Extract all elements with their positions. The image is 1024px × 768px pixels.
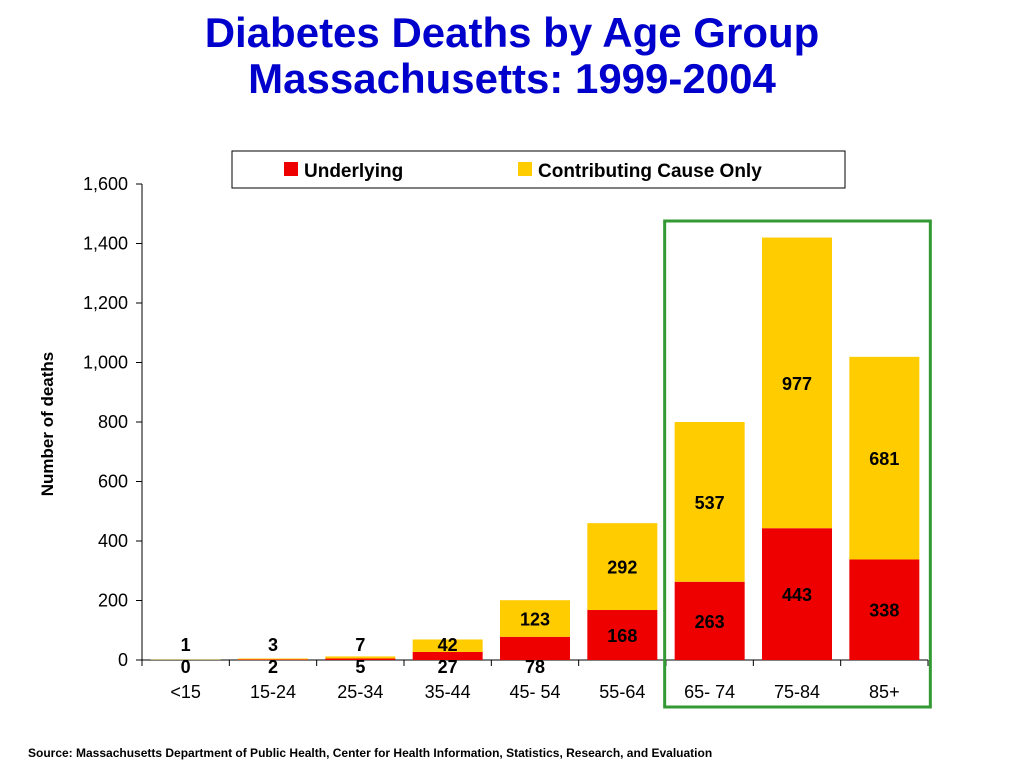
bar-contributing xyxy=(325,656,396,659)
bar-contributing xyxy=(500,600,570,637)
y-tick-label: 1,400 xyxy=(83,234,128,254)
y-tick-label: 600 xyxy=(98,472,128,492)
bar-underlying xyxy=(674,581,745,660)
data-label-underlying: 27 xyxy=(438,657,458,677)
legend-box xyxy=(231,150,846,189)
x-tick-label: 35-44 xyxy=(425,682,471,702)
chart-title: Diabetes Deaths by Age Group Massachuset… xyxy=(0,10,1024,102)
title-line-2: Massachusetts: 1999-2004 xyxy=(248,55,776,102)
y-tick-label: 800 xyxy=(98,412,128,432)
bar-contributing xyxy=(849,356,920,560)
legend-swatch-contributing xyxy=(518,162,532,176)
data-label-contributing: 292 xyxy=(607,558,637,578)
bar-contributing xyxy=(674,422,745,582)
x-tick-label: 15-24 xyxy=(250,682,296,702)
y-tick-label: 1,200 xyxy=(83,293,128,313)
data-label-contributing: 3 xyxy=(268,635,278,655)
bar-contributing xyxy=(238,658,308,660)
y-axis-title: Number of deaths xyxy=(38,352,57,497)
bar-contributing xyxy=(587,523,658,611)
x-tick-label: 25-34 xyxy=(337,682,383,702)
bar-underlying xyxy=(849,559,920,660)
x-tick-label: 55-64 xyxy=(599,682,645,702)
data-label-contributing: 681 xyxy=(869,449,899,469)
bar-underlying xyxy=(762,528,832,660)
data-label-contributing: 1 xyxy=(181,635,191,655)
x-tick-label: 75-84 xyxy=(774,682,820,702)
y-tick-label: 1,000 xyxy=(83,353,128,373)
bar-underlying xyxy=(587,610,658,660)
legend-label-underlying: Underlying xyxy=(304,161,403,182)
data-label-underlying: 0 xyxy=(181,657,191,677)
bar-underlying xyxy=(412,651,483,660)
bar-underlying xyxy=(325,658,396,660)
data-label-contributing: 977 xyxy=(782,374,812,394)
bar-contributing xyxy=(762,237,832,529)
bar-contributing xyxy=(412,639,483,652)
data-label-underlying: 443 xyxy=(782,585,812,605)
y-tick-label: 200 xyxy=(98,591,128,611)
bar-underlying xyxy=(500,636,570,660)
bar-underlying xyxy=(238,659,308,660)
legend-swatch-underlying xyxy=(284,162,298,176)
y-tick-label: 0 xyxy=(118,650,128,670)
source-note: Source: Massachusetts Department of Publ… xyxy=(28,746,713,760)
y-tick-label: 400 xyxy=(98,531,128,551)
x-tick-label: 65- 74 xyxy=(684,682,735,702)
data-label-underlying: 338 xyxy=(869,601,899,621)
data-label-underlying: 5 xyxy=(355,657,365,677)
x-tick-label: <15 xyxy=(170,682,201,702)
data-label-contributing: 7 xyxy=(355,635,365,655)
highlight-box xyxy=(663,219,932,709)
data-label-contributing: 42 xyxy=(438,635,458,655)
legend-label-contributing: Contributing Cause Only xyxy=(538,161,762,182)
data-label-contributing: 123 xyxy=(520,609,550,629)
data-label-underlying: 78 xyxy=(525,657,545,677)
data-label-contributing: 537 xyxy=(695,493,725,513)
y-tick-label: 1,600 xyxy=(83,174,128,194)
x-tick-label: 85+ xyxy=(869,682,900,702)
chart: 0 200 400 600 800 1,000 1,200 1,400 1,600 Number … xyxy=(38,150,932,709)
data-label-underlying: 168 xyxy=(607,626,637,646)
data-label-underlying: 263 xyxy=(695,612,725,632)
x-tick-label: 45- 54 xyxy=(509,682,560,702)
data-label-underlying: 2 xyxy=(268,657,278,677)
title-line-1: Diabetes Deaths by Age Group xyxy=(204,9,820,56)
